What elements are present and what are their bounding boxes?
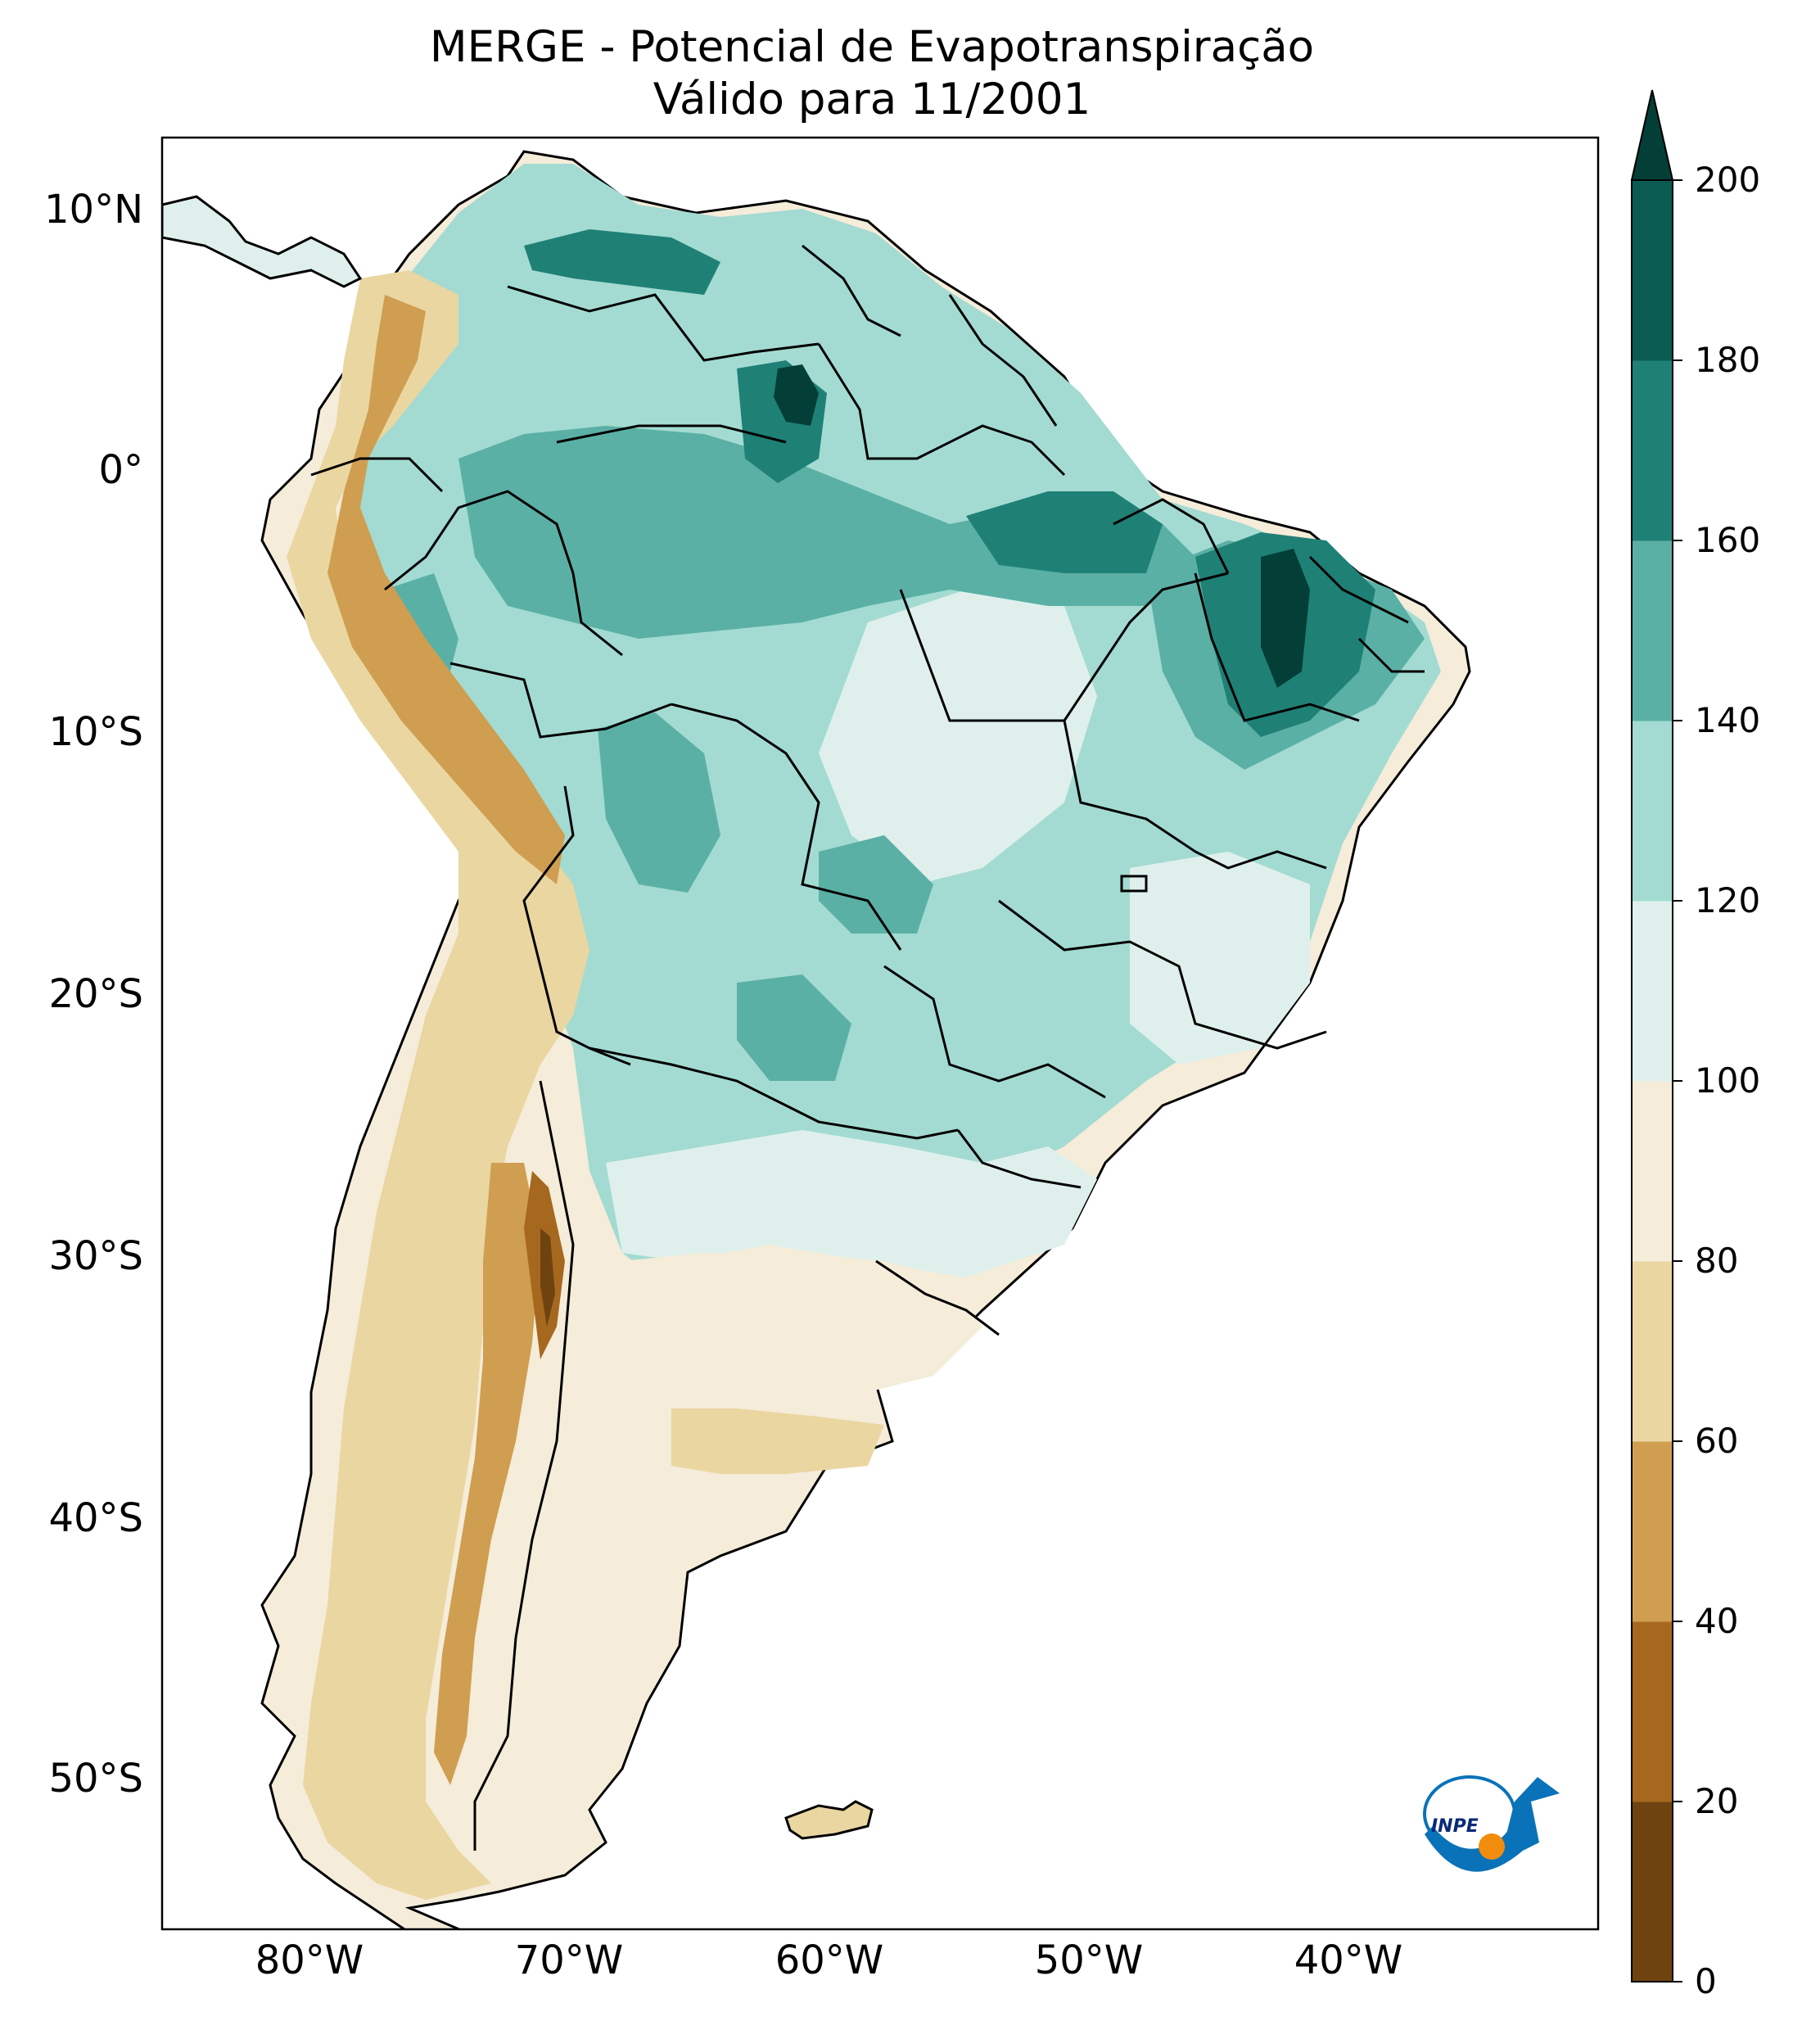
colorbar-segment <box>1632 180 1673 361</box>
map-title: MERGE - Potencial de Evapotranspiração <box>429 22 1315 72</box>
colorbar-segment <box>1632 721 1673 902</box>
lat-label-10n: 10°N <box>44 187 143 233</box>
colorbar-segment <box>1632 1441 1673 1622</box>
colorbar-tick-label: 120 <box>1695 880 1761 920</box>
map-frame <box>160 136 1600 1931</box>
et-region-140-160-paraguay <box>737 974 851 1081</box>
map-subtitle: Válido para 11/2001 <box>653 75 1091 124</box>
lon-label-80w: 80°W <box>255 1937 364 1983</box>
et-region-0-20-andes <box>540 1228 555 1327</box>
et-region-100-120-southeast <box>1130 852 1310 1065</box>
colorbar-tick-label: 180 <box>1695 340 1761 380</box>
colorbar-tick-label: 40 <box>1695 1601 1739 1641</box>
et-region-140-160-bolivia <box>598 712 720 893</box>
et-region-100-120-south <box>606 1130 1097 1277</box>
colorbar-tick-label: 100 <box>1695 1060 1761 1101</box>
et-region-180-200-ceara <box>1261 549 1310 688</box>
colorbar-segment <box>1632 1261 1673 1442</box>
colorbar-tick-label: 0 <box>1695 1961 1717 2001</box>
et-region-60-80-andes <box>287 270 589 1900</box>
falkland-islands <box>784 1800 874 1840</box>
colorbar-tick-label: 200 <box>1695 160 1761 200</box>
colorbar <box>1630 89 1682 1983</box>
colorbar-segment <box>1632 901 1673 1082</box>
colorbar-segment <box>1632 540 1673 721</box>
colorbar-segment <box>1632 1802 1673 1983</box>
inpe-logo <box>1423 1775 1560 1872</box>
lon-label-70w: 70°W <box>514 1937 624 1983</box>
et-region-60-80-patagonia <box>671 1408 884 1474</box>
lat-label-0: 0° <box>98 447 143 493</box>
et-region-180-200-roraima <box>774 364 819 426</box>
et-region-160-180-venezuela <box>524 229 720 295</box>
colorbar-segment <box>1632 1621 1673 1802</box>
et-region-100-120-central <box>819 590 1097 884</box>
political-borders <box>310 244 1425 1851</box>
colorbar-tick-label: 160 <box>1695 520 1761 560</box>
colorbar-extend-max <box>1630 89 1674 181</box>
colorbar-tick-label: 60 <box>1695 1421 1739 1461</box>
colorbar-tick-label: 80 <box>1695 1241 1739 1281</box>
lat-label-10s: 10°S <box>48 709 143 755</box>
et-region-80-100-pampas <box>622 1253 982 1392</box>
colorbar-tick-label: 140 <box>1695 700 1761 740</box>
inpe-logo-text: INPE <box>1431 1816 1479 1837</box>
et-region-140-160-amazon <box>458 426 1212 639</box>
lat-label-50s: 50°S <box>48 1756 143 1802</box>
lon-label-50w: 50°W <box>1034 1937 1144 1983</box>
et-region-40-60-andes <box>327 295 565 884</box>
lat-label-20s: 20°S <box>48 971 143 1017</box>
colorbar-segment <box>1632 360 1673 541</box>
central-america-fragment <box>162 195 363 288</box>
colorbar-tick-label: 20 <box>1695 1781 1739 1821</box>
lon-label-40w: 40°W <box>1294 1937 1403 1983</box>
et-region-160-180-para <box>966 491 1163 573</box>
colorbar-segment <box>1632 1081 1673 1262</box>
lat-label-40s: 40°S <box>48 1495 143 1541</box>
lat-label-30s: 30°S <box>48 1233 143 1279</box>
lon-label-60w: 60°W <box>775 1937 884 1983</box>
et-region-140-160-mato-grosso <box>819 835 933 934</box>
et-region-40-60-patagonia <box>434 1163 540 1785</box>
